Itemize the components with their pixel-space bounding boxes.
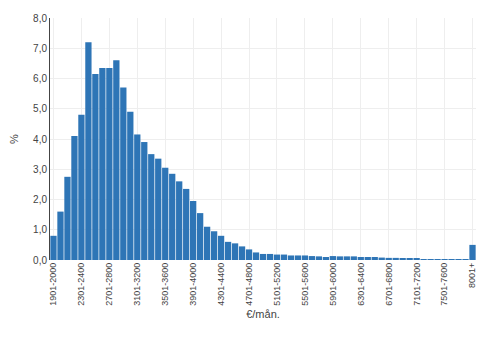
svg-text:6301-6400: 6301-6400: [356, 263, 366, 306]
svg-text:7,0: 7,0: [33, 43, 47, 54]
svg-text:1,0: 1,0: [33, 224, 47, 235]
svg-text:2,0: 2,0: [33, 194, 47, 205]
svg-text:4,0: 4,0: [33, 134, 47, 145]
svg-text:0,0: 0,0: [33, 255, 47, 266]
svg-text:€/mån.: €/mån.: [246, 308, 280, 320]
svg-text:5501-5600: 5501-5600: [300, 263, 310, 306]
svg-text:7101-7200: 7101-7200: [412, 263, 422, 306]
svg-text:3,0: 3,0: [33, 164, 47, 175]
svg-text:2301-2400: 2301-2400: [76, 263, 86, 306]
svg-text:6701-6800: 6701-6800: [384, 263, 394, 306]
svg-text:8,0: 8,0: [33, 13, 47, 24]
svg-text:4301-4400: 4301-4400: [216, 263, 226, 306]
svg-text:%: %: [8, 134, 20, 144]
svg-text:3101-3200: 3101-3200: [132, 263, 142, 306]
svg-text:4701-4800: 4701-4800: [244, 263, 254, 306]
svg-text:8001+: 8001+: [467, 263, 477, 288]
svg-text:3501-3600: 3501-3600: [160, 263, 170, 306]
svg-text:5101-5200: 5101-5200: [272, 263, 282, 306]
svg-text:2701-2800: 2701-2800: [104, 263, 114, 306]
svg-text:3901-4000: 3901-4000: [188, 263, 198, 306]
svg-text:1901-2000: 1901-2000: [48, 263, 58, 306]
svg-text:6,0: 6,0: [33, 73, 47, 84]
svg-text:5,0: 5,0: [33, 103, 47, 114]
svg-text:5901-6000: 5901-6000: [328, 263, 338, 306]
svg-text:7501-7600: 7501-7600: [439, 263, 449, 306]
